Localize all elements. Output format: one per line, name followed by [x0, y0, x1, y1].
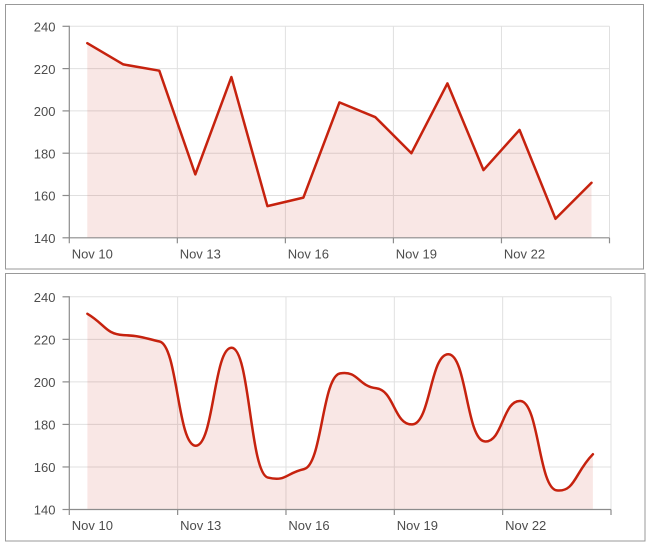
svg-text:240: 240 — [34, 290, 56, 305]
svg-text:Nov 10: Nov 10 — [72, 246, 113, 261]
svg-text:180: 180 — [34, 146, 56, 161]
svg-text:Nov 13: Nov 13 — [180, 246, 221, 261]
svg-text:Nov 22: Nov 22 — [505, 518, 546, 533]
svg-text:180: 180 — [34, 418, 56, 433]
svg-text:220: 220 — [34, 62, 56, 77]
svg-text:Nov 19: Nov 19 — [396, 246, 437, 261]
svg-text:220: 220 — [34, 333, 56, 348]
svg-text:160: 160 — [34, 189, 56, 204]
svg-text:200: 200 — [34, 375, 56, 390]
svg-text:Nov 16: Nov 16 — [288, 518, 329, 533]
svg-text:Nov 10: Nov 10 — [72, 518, 113, 533]
svg-text:Nov 16: Nov 16 — [288, 246, 329, 261]
svg-text:Nov 22: Nov 22 — [504, 246, 545, 261]
svg-text:Nov 13: Nov 13 — [180, 518, 221, 533]
svg-text:140: 140 — [34, 231, 56, 246]
svg-text:140: 140 — [34, 503, 56, 518]
svg-text:Nov 19: Nov 19 — [397, 518, 438, 533]
svg-text:160: 160 — [34, 460, 56, 475]
svg-text:240: 240 — [34, 20, 56, 35]
svg-text:200: 200 — [34, 104, 56, 119]
